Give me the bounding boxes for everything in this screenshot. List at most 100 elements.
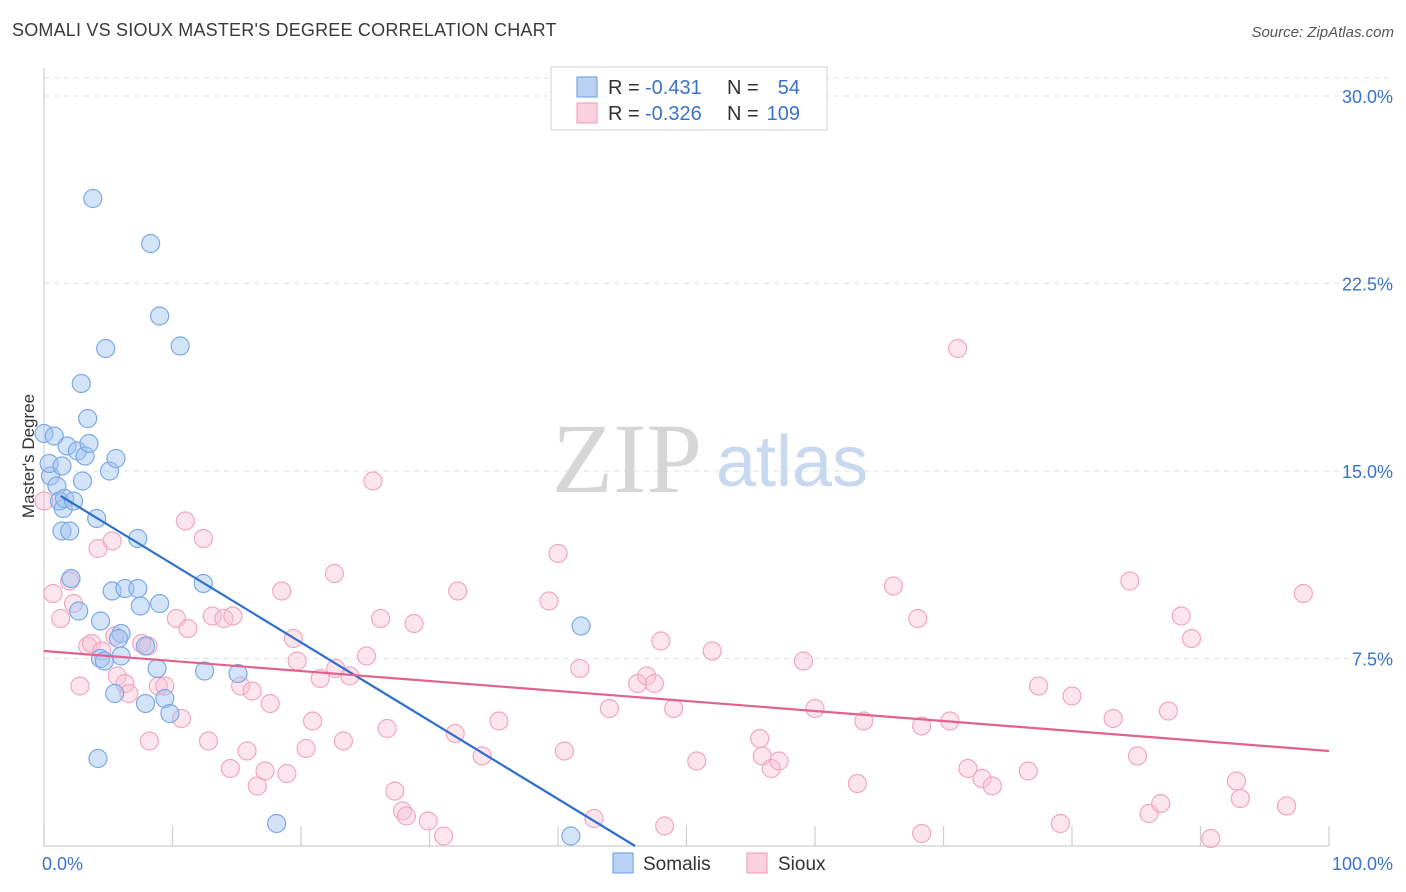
sioux-point	[231, 676, 251, 696]
somalis-point	[52, 456, 72, 476]
somalis-point	[150, 306, 170, 326]
sioux-point	[651, 631, 671, 651]
somalis-point	[60, 521, 80, 541]
sioux-point	[287, 651, 307, 671]
legend-r-label-sioux: R =	[608, 103, 640, 125]
sioux-point	[1276, 796, 1297, 816]
sioux-point	[1151, 793, 1171, 814]
sioux-point	[356, 646, 377, 666]
somalis-trend-line	[60, 495, 636, 847]
somalis-point	[150, 593, 170, 614]
somalis-point	[571, 616, 591, 636]
sioux-point	[1062, 686, 1082, 706]
sioux-point	[193, 528, 213, 549]
sioux-point	[434, 826, 454, 846]
sioux-point	[302, 711, 323, 731]
sioux-point	[171, 708, 192, 729]
sioux-point	[198, 731, 219, 751]
axes	[43, 68, 1330, 847]
data-points	[34, 188, 1313, 849]
sioux-point	[1181, 628, 1202, 649]
gridlines	[44, 77, 1392, 659]
legend-r-label-somalis: R =	[608, 77, 640, 99]
legend-bottom-label-sioux: Sioux	[778, 854, 826, 875]
sioux-point	[1158, 701, 1178, 721]
sioux-point	[324, 563, 345, 584]
sioux-point	[1230, 788, 1250, 809]
sioux-point	[34, 491, 54, 511]
somalis-point	[96, 338, 116, 359]
y-tick-label: 30.0%	[1342, 87, 1393, 107]
sioux-point	[272, 581, 292, 601]
somalis-point	[72, 471, 93, 491]
somalis-point	[141, 233, 161, 254]
sioux-point	[599, 698, 620, 719]
sioux-point	[242, 681, 262, 701]
sioux-point	[247, 776, 267, 796]
sioux-point	[1120, 571, 1140, 591]
legend-bottom-swatch-sioux	[746, 852, 768, 874]
sioux-point	[1226, 771, 1247, 791]
somalis-point	[266, 813, 287, 834]
sioux-point	[81, 633, 102, 654]
sioux-point	[1201, 828, 1221, 849]
legend-r-value-somalis: -0.431	[645, 77, 702, 99]
sioux-point	[912, 716, 932, 736]
watermark-zip: ZIP	[552, 403, 702, 514]
x-tick-label-max: 100.0%	[1332, 854, 1393, 874]
sioux-point	[260, 693, 280, 714]
legend-n-value-somalis: 54	[778, 77, 800, 99]
sioux-point	[277, 763, 297, 784]
legend-n-label-sioux: N =	[727, 103, 759, 125]
sioux-point	[223, 606, 243, 626]
sioux-point	[687, 751, 707, 771]
sioux-point	[769, 751, 789, 771]
legend-top: R = -0.431 N = 54 R = -0.326 N = 109	[550, 66, 828, 131]
sioux-point	[333, 731, 354, 751]
sioux-point	[371, 608, 391, 629]
sioux-point	[115, 673, 135, 694]
sioux-point	[805, 698, 825, 719]
sioux-point	[363, 471, 383, 491]
somalis-point	[57, 436, 77, 456]
sioux-point	[570, 658, 590, 679]
legend-n-value-sioux: 109	[767, 103, 800, 125]
sioux-point	[119, 683, 139, 704]
somalis-point	[108, 628, 129, 649]
somalis-point	[170, 336, 190, 356]
somalis-point	[71, 373, 91, 394]
sioux-point	[1127, 746, 1148, 766]
sioux-point	[139, 731, 159, 751]
somalis-point	[83, 188, 103, 209]
sioux-point	[847, 773, 868, 794]
somalis-point	[61, 568, 81, 589]
sioux-point	[175, 511, 195, 531]
somalis-point	[78, 408, 98, 429]
somalis-point	[128, 578, 148, 599]
somalis-point	[75, 446, 95, 466]
somalis-point	[52, 521, 72, 541]
sioux-point	[644, 673, 664, 694]
trend-lines	[43, 495, 1330, 847]
sioux-point	[793, 651, 814, 671]
sioux-point	[255, 761, 275, 781]
sioux-point	[202, 606, 222, 626]
sioux-point	[404, 613, 424, 634]
chart-title: SOMALI VS SIOUX MASTER'S DEGREE CORRELAT…	[12, 20, 557, 40]
sioux-point	[854, 711, 874, 731]
sioux-point	[1293, 583, 1313, 604]
sioux-point	[418, 811, 438, 831]
somalis-point	[195, 661, 215, 681]
sioux-point	[958, 758, 978, 779]
sioux-point	[982, 776, 1002, 796]
somalis-point	[88, 748, 108, 769]
y-axis-label: Master's Degree	[19, 394, 38, 518]
somalis-point	[135, 636, 156, 656]
sioux-point	[1050, 813, 1071, 834]
legend-bottom-label-somalis: Somalis	[643, 854, 711, 875]
sioux-point	[539, 591, 559, 611]
sioux-point	[377, 718, 397, 739]
somalis-point	[111, 623, 131, 644]
sioux-point	[908, 608, 928, 629]
sioux-point	[51, 608, 71, 629]
